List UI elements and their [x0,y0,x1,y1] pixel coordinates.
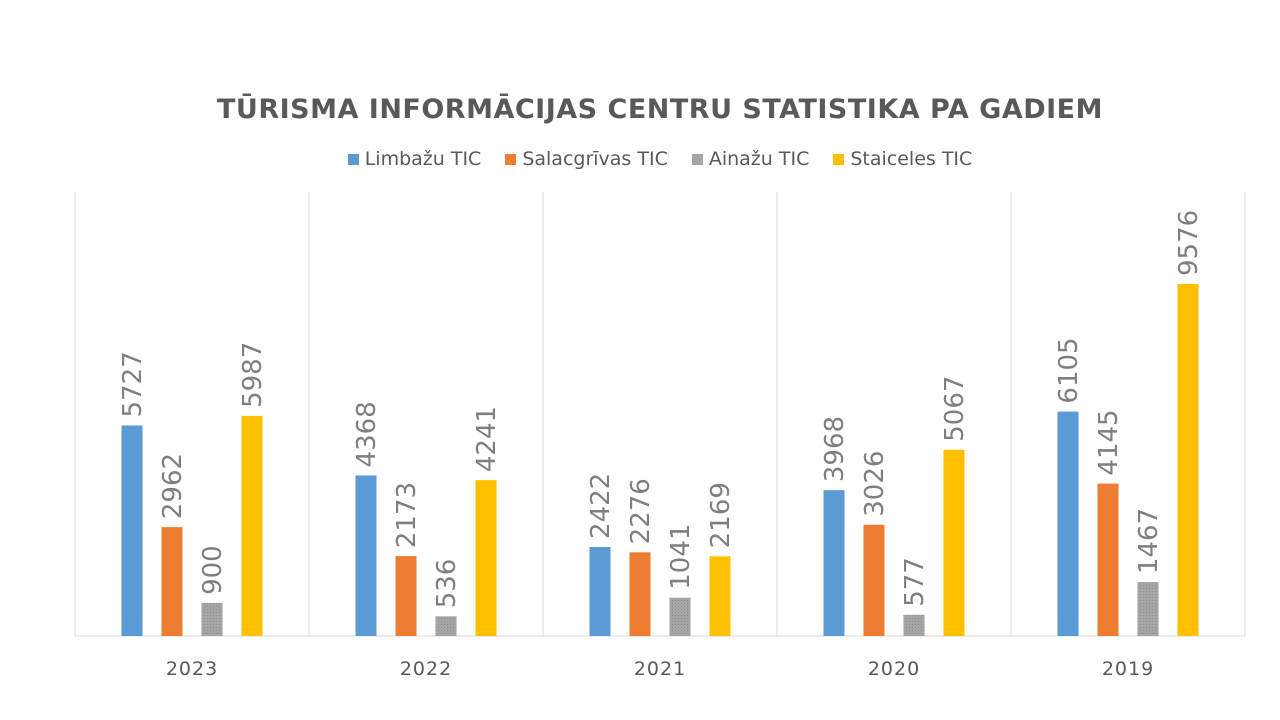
x-tick-label: 2021 [634,658,686,680]
data-label: 577 [900,557,930,607]
data-label: 536 [432,559,462,609]
bar [355,475,377,636]
data-label: 2173 [392,482,422,548]
legend-item: Salacgrīvas TIC [505,148,668,170]
bar [709,556,731,636]
x-tick-label: 2020 [868,658,920,680]
bar [1097,483,1119,636]
data-label: 9576 [1174,210,1204,276]
bar [395,556,417,636]
bar [121,425,143,636]
bar [903,614,925,636]
bar [1177,284,1199,636]
legend-item: Staiceles TIC [833,148,972,170]
bar [823,490,845,636]
x-tick-label: 2022 [400,658,452,680]
bar [1137,582,1159,636]
bar [475,480,497,636]
bar [435,616,457,636]
data-label: 5987 [238,342,268,408]
data-label: 2422 [586,473,616,539]
legend-label: Staiceles TIC [850,148,973,170]
legend-swatch [505,153,517,165]
bar [863,524,885,636]
bar [1057,411,1079,636]
data-label: 6105 [1054,337,1084,403]
bar [943,449,965,636]
data-label: 5727 [118,351,148,417]
data-label: 5067 [940,376,970,442]
data-label: 4368 [352,401,382,467]
data-label: 900 [198,545,228,595]
legend-swatch [347,153,359,165]
bar [161,527,183,636]
legend-label: Limbažu TIC [364,148,482,170]
data-label: 1041 [666,524,696,590]
data-label: 2169 [706,482,736,548]
data-label: 2962 [158,453,188,519]
data-label: 1467 [1134,508,1164,574]
bar [589,546,611,636]
data-label: 4241 [472,406,502,472]
legend-swatch [691,153,703,165]
data-label: 2276 [626,478,656,544]
bar [629,552,651,636]
x-tick-label: 2019 [1102,658,1154,680]
legend-label: Ainažu TIC [708,148,810,170]
bar [241,415,263,636]
data-label: 3968 [820,416,850,482]
bar [669,597,691,636]
data-label: 3026 [860,451,890,517]
data-label: 4145 [1094,409,1124,475]
legend: Limbažu TIC Salacgrīvas TIC Ainažu TIC Stai… [0,148,1280,170]
legend-item: Limbažu TIC [347,148,482,170]
legend-item: Ainažu TIC [691,148,810,170]
legend-swatch [833,153,845,165]
legend-label: Salacgrīvas TIC [522,148,668,170]
bar [201,602,223,636]
chart-title: TŪRISMA INFORMĀCIJAS CENTRU STATISTIKA P… [216,94,1103,125]
x-tick-label: 2023 [166,658,218,680]
